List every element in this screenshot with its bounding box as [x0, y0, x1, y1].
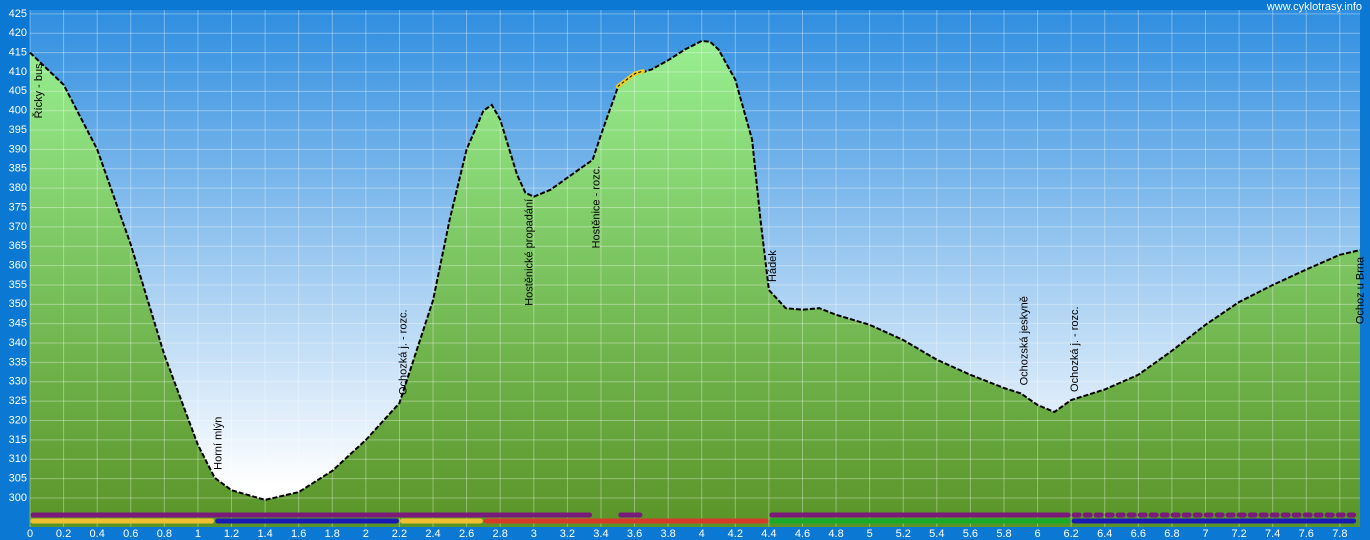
y-tick-label: 415 [9, 47, 27, 59]
annotation: Ochozká j. - rozc. [1069, 306, 1081, 392]
x-tick-label: 3.6 [627, 528, 642, 540]
y-tick-label: 305 [9, 472, 27, 484]
x-tick-label: 1.4 [257, 528, 272, 540]
x-tick-label: 5.8 [996, 528, 1011, 540]
annotation: Řícky - bus [32, 63, 45, 119]
elevation-line [29, 39, 1361, 501]
y-tick-label: 360 [9, 260, 27, 272]
y-tick-label: 340 [9, 337, 27, 349]
x-tick-label: 3 [531, 528, 537, 540]
x-tick-label: 5.2 [896, 528, 911, 540]
y-tick-label: 330 [9, 376, 27, 388]
x-tick-label: 1.2 [224, 528, 239, 540]
x-tick-label: 5.6 [963, 528, 978, 540]
annotation: Hádek [767, 250, 779, 282]
y-tick-label: 400 [9, 105, 27, 117]
x-tick-label: 4.2 [728, 528, 743, 540]
y-tick-label: 370 [9, 221, 27, 233]
x-tick-label: 7.8 [1332, 528, 1347, 540]
x-tick-label: 4.8 [828, 528, 843, 540]
x-tick-label: 2.2 [392, 528, 407, 540]
y-tick-label: 310 [9, 453, 27, 465]
x-tick-label: 0 [27, 528, 33, 540]
x-tick-label: 2.8 [493, 528, 508, 540]
y-tick-label: 315 [9, 434, 27, 446]
x-tick-label: 7.4 [1265, 528, 1280, 540]
y-tick-label: 410 [9, 66, 27, 78]
y-tick-label: 420 [9, 27, 27, 39]
y-tick-label: 390 [9, 143, 27, 155]
x-tick-label: 4.6 [795, 528, 810, 540]
y-tick-label: 405 [9, 85, 27, 97]
y-tick-label: 325 [9, 395, 27, 407]
x-tick-label: 3.2 [560, 528, 575, 540]
x-tick-label: 0.6 [123, 528, 138, 540]
y-tick-label: 355 [9, 279, 27, 291]
y-tick-label: 375 [9, 201, 27, 213]
y-tick-label: 425 [9, 8, 27, 20]
x-tick-label: 1.6 [291, 528, 306, 540]
x-tick-label: 0.2 [56, 528, 71, 540]
x-tick-label: 3.8 [660, 528, 675, 540]
annotation: Ochozská jeskyně [1019, 296, 1031, 385]
x-tick-label: 6.6 [1131, 528, 1146, 540]
x-tick-label: 4 [699, 528, 705, 540]
x-tick-label: 6.8 [1164, 528, 1179, 540]
x-tick-label: 0.8 [157, 528, 172, 540]
x-tick-label: 6 [1035, 528, 1041, 540]
annotation: Hostěnice - rozc. [590, 166, 602, 249]
y-tick-label: 320 [9, 414, 27, 426]
y-tick-label: 395 [9, 124, 27, 136]
watermark: www.cyklotrasy.info [1266, 1, 1362, 13]
highlight-edge [617, 70, 644, 87]
y-tick-label: 350 [9, 298, 27, 310]
annotation: Ochoz u Brna [1355, 256, 1367, 324]
x-tick-label: 7 [1202, 528, 1208, 540]
x-tick-label: 4.4 [761, 528, 776, 540]
y-tick-label: 335 [9, 356, 27, 368]
elevation-area [30, 41, 1360, 527]
x-tick-label: 7.6 [1299, 528, 1314, 540]
y-tick-label: 345 [9, 318, 27, 330]
y-tick-label: 385 [9, 163, 27, 175]
annotation: Ochozká j. - rozc. [397, 309, 409, 395]
x-tick-label: 5 [867, 528, 873, 540]
x-tick-label: 6.2 [1064, 528, 1079, 540]
x-tick-label: 2.4 [425, 528, 440, 540]
x-tick-label: 2.6 [459, 528, 474, 540]
y-tick-label: 380 [9, 182, 27, 194]
x-tick-label: 0.4 [90, 528, 105, 540]
annotation: Horní mlýn [213, 417, 225, 470]
x-tick-label: 1 [195, 528, 201, 540]
x-tick-label: 3.4 [593, 528, 608, 540]
y-tick-label: 365 [9, 240, 27, 252]
annotation: Hostěnické propadání [523, 199, 535, 306]
x-tick-label: 6.4 [1097, 528, 1112, 540]
x-tick-label: 2 [363, 528, 369, 540]
x-tick-label: 7.2 [1231, 528, 1246, 540]
y-tick-label: 300 [9, 492, 27, 504]
x-tick-label: 5.4 [929, 528, 944, 540]
x-tick-label: 1.8 [325, 528, 340, 540]
